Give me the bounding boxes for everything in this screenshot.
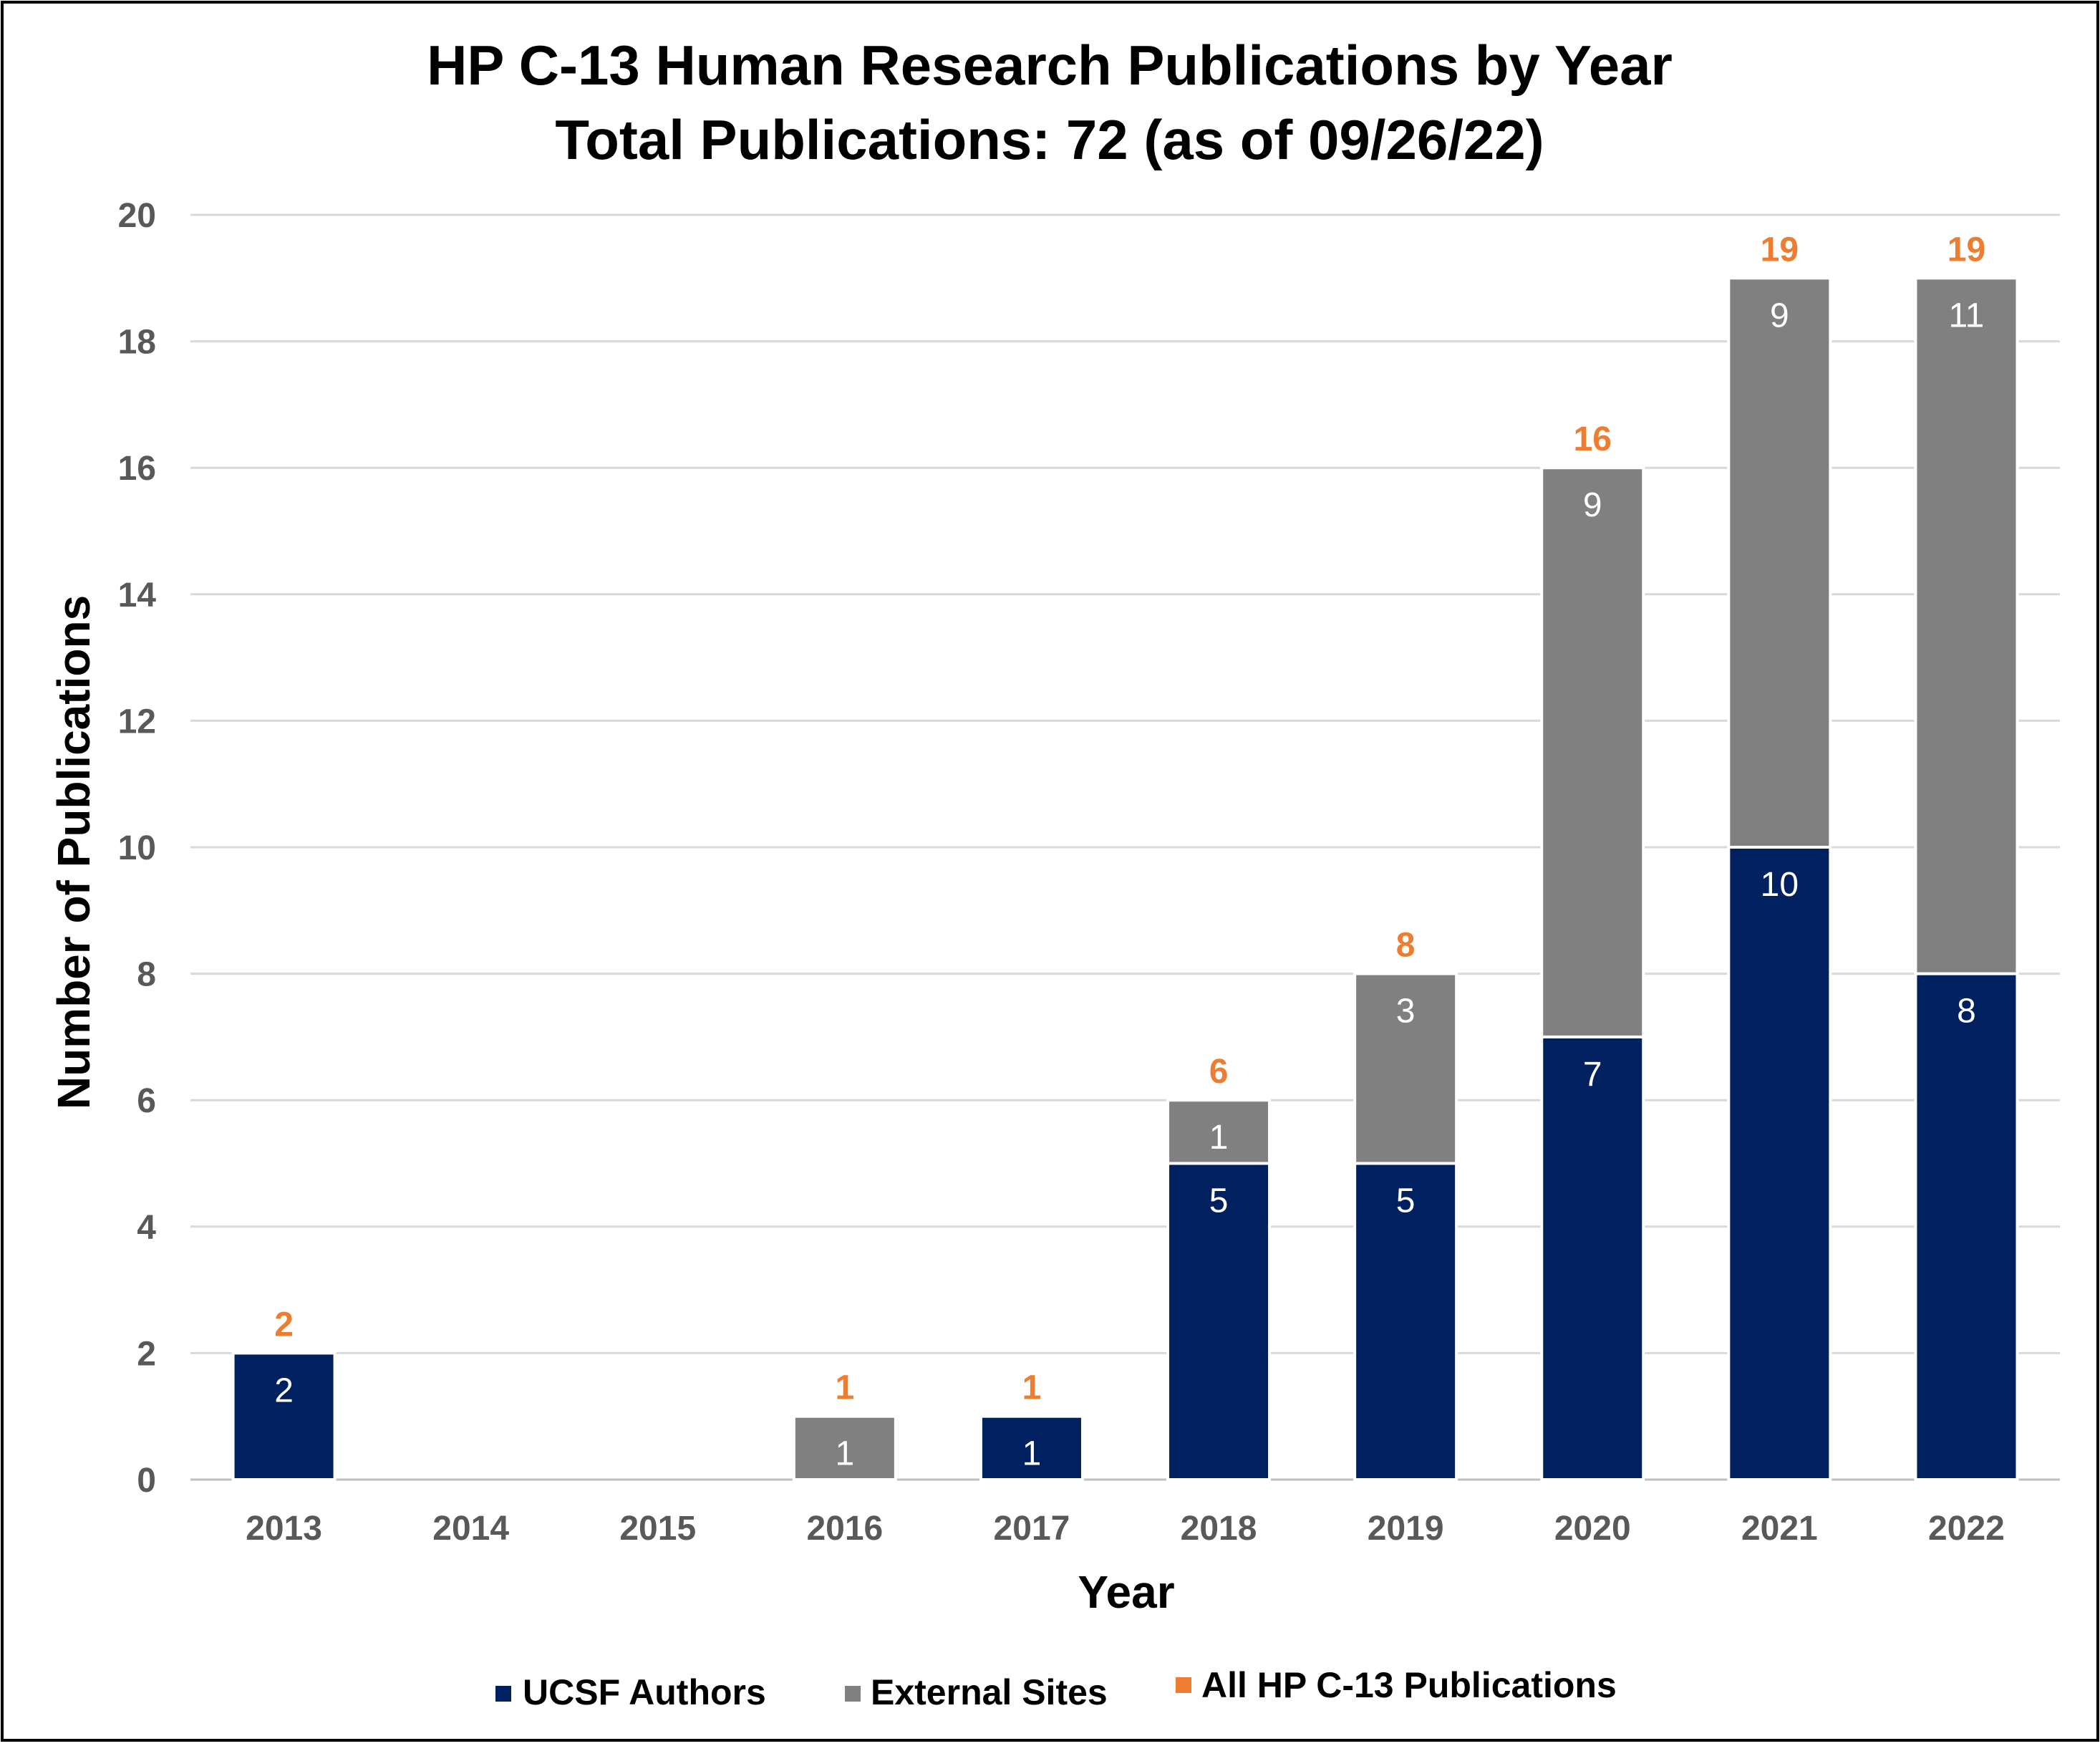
total-label-2017: 1	[1022, 1369, 1042, 1407]
bar-ucsf-2013	[231, 1351, 337, 1482]
legend-label-ucsf: UCSF Authors	[523, 1672, 766, 1712]
total-label-2019: 8	[1396, 927, 1416, 965]
segment-label: 5	[1396, 1182, 1416, 1220]
segment-label: 9	[1770, 296, 1789, 334]
legend-label-total: All HP C-13 Publications	[1201, 1665, 1617, 1705]
bar-external-2018	[1166, 1099, 1272, 1165]
segment-label: 8	[1957, 993, 1976, 1031]
segment-label: 1	[835, 1435, 854, 1473]
total-label-2021: 19	[1761, 231, 1799, 269]
x-tick-label: 2017	[994, 1510, 1070, 1548]
legend-swatch-ucsf	[495, 1686, 511, 1702]
bar-ucsf-2019	[1353, 1162, 1458, 1481]
x-axis-title: Year	[1078, 1566, 1174, 1618]
y-tick-label: 20	[118, 197, 156, 235]
segment-label: 5	[1209, 1182, 1229, 1220]
segment-label: 11	[1949, 296, 1985, 334]
chart-title: HP C-13 Human Research Publications by Y…	[427, 34, 1673, 97]
segment-label: 3	[1396, 993, 1416, 1031]
bars	[231, 276, 2019, 1482]
y-tick-label: 0	[137, 1462, 156, 1500]
x-tick-label: 2022	[1928, 1510, 2005, 1548]
segment-label: 9	[1583, 486, 1602, 524]
bar-ucsf-2021	[1727, 846, 1832, 1481]
x-tick-label: 2019	[1368, 1510, 1444, 1548]
total-label-2018: 6	[1209, 1053, 1229, 1091]
y-tick-label: 10	[118, 829, 156, 867]
y-tick-label: 16	[118, 450, 156, 488]
y-tick-label: 14	[118, 577, 157, 614]
y-axis-title: Number of Publications	[48, 595, 100, 1109]
x-tick-label: 2013	[246, 1510, 322, 1548]
y-tick-label: 6	[137, 1082, 156, 1120]
total-label-2022: 19	[1947, 231, 1985, 269]
bar-ucsf-2017	[979, 1414, 1084, 1481]
legend: UCSF Authors External Sites All HP C-13 …	[495, 1665, 1617, 1712]
segment-label: 10	[1761, 866, 1799, 904]
x-tick-label: 2016	[806, 1510, 883, 1548]
segment-label: 1	[1022, 1435, 1042, 1473]
total-label-2020: 16	[1574, 420, 1612, 458]
x-tick-label: 2020	[1554, 1510, 1631, 1548]
bar-external-2021	[1727, 276, 1832, 849]
x-tick-label: 2018	[1181, 1510, 1257, 1548]
total-label-2016: 1	[835, 1369, 854, 1407]
bar-external-2022	[1914, 276, 2019, 975]
segment-label: 1	[1209, 1119, 1229, 1157]
total-label-2013: 2	[274, 1306, 294, 1344]
segment-label: 7	[1583, 1056, 1602, 1094]
y-tick-label: 12	[118, 703, 156, 741]
legend-swatch-total	[1176, 1677, 1191, 1693]
x-tick-label: 2015	[619, 1510, 696, 1548]
y-tick-label: 18	[118, 324, 156, 362]
bar-ucsf-2020	[1540, 1035, 1645, 1481]
x-axis-ticks: 2013 2014 2015 2016 2017 2018 2019 2020 2021 2022	[246, 1510, 2005, 1548]
chart-subtitle: Total Publications: 72 (as of 09/26/22)	[555, 108, 1544, 171]
x-tick-label: 2021	[1741, 1510, 1818, 1548]
y-axis-ticks: 0 2 4 6 8 10 12 14 16 18 20	[118, 197, 157, 1500]
y-tick-label: 4	[137, 1209, 156, 1247]
legend-swatch-external	[845, 1686, 861, 1702]
y-tick-label: 2	[137, 1335, 156, 1373]
legend-label-external: External Sites	[871, 1672, 1108, 1712]
bar-ucsf-2018	[1166, 1162, 1272, 1481]
segment-label: 2	[274, 1371, 294, 1409]
y-tick-label: 8	[137, 956, 156, 994]
bar-external-2016	[792, 1414, 897, 1481]
bar-external-2019	[1353, 972, 1458, 1165]
x-tick-label: 2014	[432, 1510, 509, 1548]
bar-external-2020	[1540, 466, 1645, 1038]
bar-ucsf-2022	[1914, 972, 2019, 1481]
